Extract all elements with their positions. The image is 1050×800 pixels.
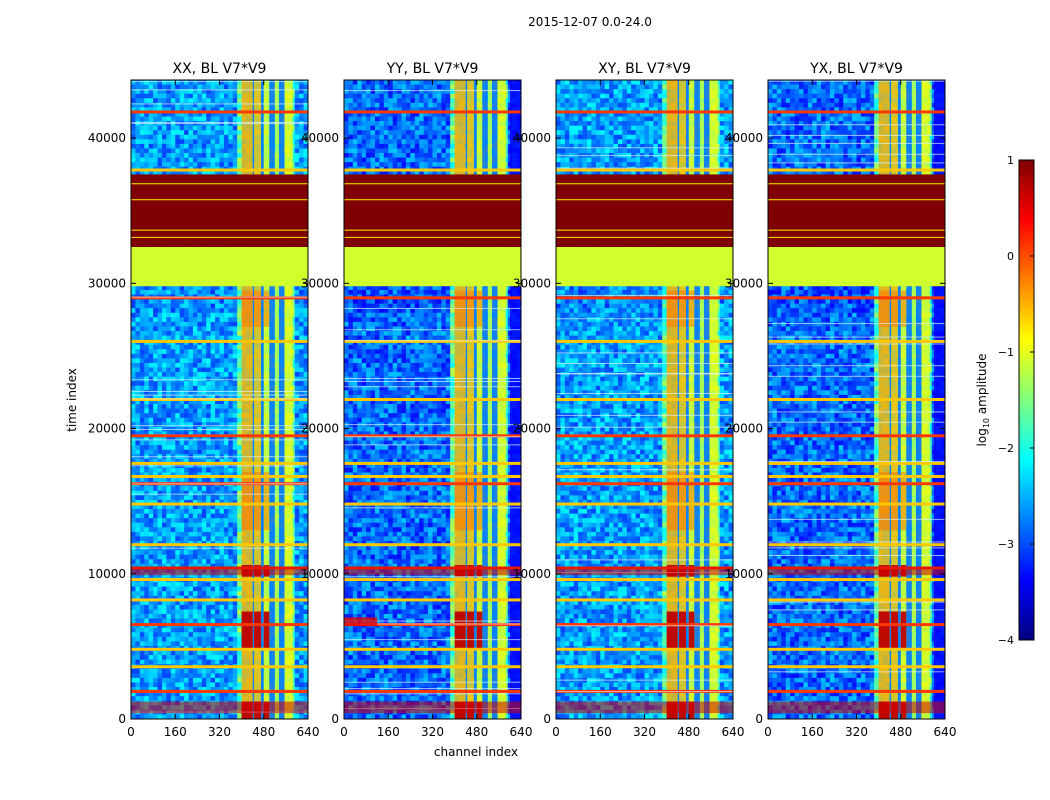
colorbar-tick-label: −4 <box>998 634 1014 647</box>
x-tick-label: 320 <box>421 725 444 739</box>
y-tick-label: 20000 <box>88 422 126 436</box>
y-tick-label: 20000 <box>513 422 551 436</box>
axis-labels: channel index time index <box>65 368 518 759</box>
y-tick-label: 40000 <box>88 131 126 145</box>
heatmap-image <box>556 80 733 719</box>
x-tick-label: 160 <box>801 725 824 739</box>
flagged-band <box>344 247 521 287</box>
x-tick-label: 0 <box>552 725 560 739</box>
x-tick-label: 0 <box>340 725 348 739</box>
panel-title: YY, BL V7*V9 <box>386 61 479 77</box>
x-tick-label: 480 <box>677 725 700 739</box>
colorbar-gradient <box>1018 159 1035 641</box>
y-tick-label: 10000 <box>301 567 339 581</box>
y-tick-label: 10000 <box>88 567 126 581</box>
panel-title: YX, BL V7*V9 <box>809 61 903 77</box>
y-tick-label: 0 <box>118 712 126 726</box>
y-tick-label: 10000 <box>725 567 763 581</box>
panel-xx: XX, BL V7*V9 0 160 320 480 640 0 10000 20000 3000… <box>88 61 320 739</box>
y-tick-label: 0 <box>755 712 763 726</box>
flagged-band <box>768 247 945 287</box>
y-tick-label: 30000 <box>301 276 339 290</box>
y-tick-label: 30000 <box>725 276 763 290</box>
y-tick-label: 30000 <box>88 276 126 290</box>
flagged-band <box>556 247 733 287</box>
x-tick-label: 640 <box>934 725 957 739</box>
heatmap-image <box>768 80 945 719</box>
x-tick-label: 480 <box>252 725 275 739</box>
colorbar-tick-label: −1 <box>998 346 1014 359</box>
x-tick-label: 640 <box>297 725 320 739</box>
panel-yy: YY, BL V7*V9 0 160 320 480 640 0 10000 20000 3000… <box>301 61 533 739</box>
colorbar-tick-label: −2 <box>998 442 1014 455</box>
saturated-band <box>768 174 945 248</box>
y-tick-label: 40000 <box>513 131 551 145</box>
colorbar-label: log10 amplitude <box>975 354 991 447</box>
x-tick-label: 320 <box>633 725 656 739</box>
figure-title: 2015-12-07 0.0-24.0 <box>528 15 652 29</box>
y-tick-label: 20000 <box>725 422 763 436</box>
heatmap-image <box>131 80 308 719</box>
y-axis-label: time index <box>65 368 79 432</box>
x-tick-label: 480 <box>889 725 912 739</box>
panels-group: XX, BL V7*V9 0 160 320 480 640 0 10000 20000 3000… <box>88 61 957 739</box>
x-tick-label: 640 <box>510 725 533 739</box>
x-tick-label: 160 <box>164 725 187 739</box>
y-tick-label: 0 <box>543 712 551 726</box>
heatmap-image <box>344 80 521 719</box>
y-tick-label: 20000 <box>301 422 339 436</box>
x-tick-label: 640 <box>722 725 745 739</box>
flagged-band <box>131 247 308 287</box>
x-tick-label: 320 <box>845 725 868 739</box>
y-tick-label: 40000 <box>301 131 339 145</box>
y-tick-label: 10000 <box>513 567 551 581</box>
panel-xy: XY, BL V7*V9 0 160 320 480 640 0 10000 20000 3000… <box>513 61 745 739</box>
colorbar-tick-label: −3 <box>998 538 1014 551</box>
x-tick-label: 480 <box>465 725 488 739</box>
x-axis-label: channel index <box>434 745 518 759</box>
x-tick-label: 0 <box>127 725 135 739</box>
y-tick-label: 0 <box>331 712 339 726</box>
panel-title: XY, BL V7*V9 <box>598 61 691 77</box>
y-tick-label: 40000 <box>725 131 763 145</box>
saturated-band <box>556 174 733 248</box>
x-tick-label: 160 <box>589 725 612 739</box>
saturated-band <box>344 174 521 248</box>
colorbar-tick-label: 1 <box>1007 154 1014 167</box>
x-tick-label: 160 <box>377 725 400 739</box>
x-tick-label: 320 <box>208 725 231 739</box>
colorbar: −4 −3 −2 −1 0 1 log10 amplitude <box>975 154 1035 647</box>
panel-yx: YX, BL V7*V9 0 160 320 480 640 0 10000 20000 3000… <box>725 61 957 739</box>
saturated-band <box>131 174 308 248</box>
colorbar-tick-label: 0 <box>1007 250 1014 263</box>
panel-title: XX, BL V7*V9 <box>173 61 267 77</box>
x-tick-label: 0 <box>764 725 772 739</box>
y-tick-label: 30000 <box>513 276 551 290</box>
